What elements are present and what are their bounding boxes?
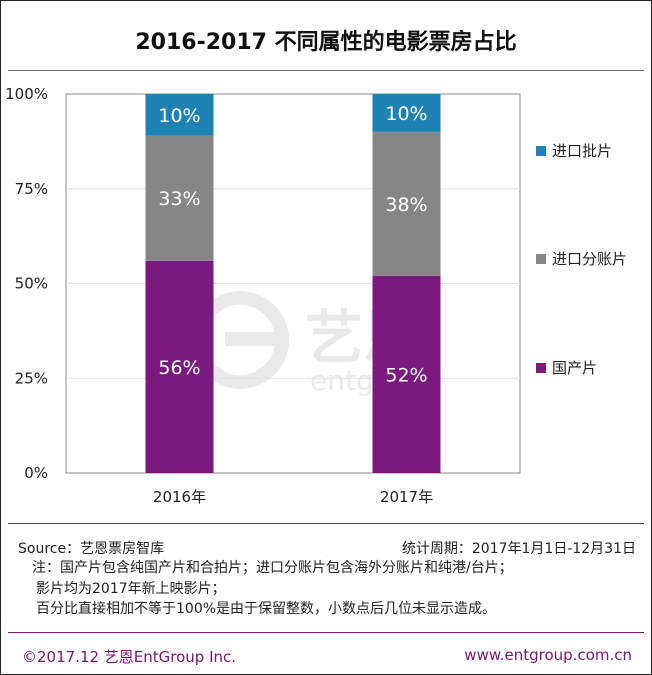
legend-item: 进口分账片 xyxy=(536,248,627,269)
stacked-bar-chart: 56% 33% 10% 52% 38% 10% 0% 25% 50% 75% 100% 2016年… xyxy=(5,85,521,506)
bar-segment xyxy=(145,94,214,136)
legend-label: 进口批片 xyxy=(552,142,613,160)
legend-label: 国产片 xyxy=(552,359,598,377)
data-label: 52% xyxy=(385,364,427,386)
copyright-text: ©2017.12 艺恩EntGroup Inc. xyxy=(22,648,237,666)
y-tick-label: 50% xyxy=(15,275,48,293)
website-link[interactable]: www.entgroup.com.cn xyxy=(464,646,632,664)
x-tick-label: 2016年 xyxy=(153,488,206,506)
legend-label: 进口分账片 xyxy=(552,250,628,268)
bar-segment xyxy=(145,260,214,473)
data-label: 33% xyxy=(158,188,200,210)
bar-segment xyxy=(372,131,441,276)
data-label: 38% xyxy=(385,194,427,216)
footer-divider xyxy=(8,632,644,633)
bar-segment xyxy=(372,94,441,132)
legend-swatch xyxy=(536,253,546,264)
legend-item: 进口批片 xyxy=(536,140,612,161)
period-text: 统计周期：2017年1月1日-12月31日 xyxy=(401,541,636,557)
chart-title: 2016-2017 不同属性的电影票房占比 xyxy=(135,30,517,55)
data-label: 10% xyxy=(385,103,427,125)
title-divider xyxy=(8,70,644,71)
y-tick-label: 0% xyxy=(24,464,48,482)
data-label: 56% xyxy=(158,357,200,379)
source-text: Source：艺恩票房智库 xyxy=(18,541,165,557)
legend-swatch xyxy=(536,145,546,156)
note-line: 影片均为2017年新上映影片； xyxy=(36,581,226,597)
source-divider-top xyxy=(8,523,644,524)
bar-segment xyxy=(372,275,441,473)
x-tick-label: 2017年 xyxy=(380,488,433,506)
y-tick-label: 100% xyxy=(5,85,48,103)
note-line: 百分比直接相加不等于100%是由于保留整数，小数点后几位未显示造成。 xyxy=(36,601,497,617)
data-label: 10% xyxy=(158,105,200,127)
y-tick-label: 75% xyxy=(15,180,48,198)
legend-swatch xyxy=(536,362,546,373)
bar-segment xyxy=(145,135,214,261)
note-line: 注：国产片包含纯国产片和合拍片；进口分账片包含海外分账片和纯港/台片； xyxy=(32,560,513,576)
y-tick-label: 25% xyxy=(15,369,48,387)
legend-item: 国产片 xyxy=(536,357,597,378)
